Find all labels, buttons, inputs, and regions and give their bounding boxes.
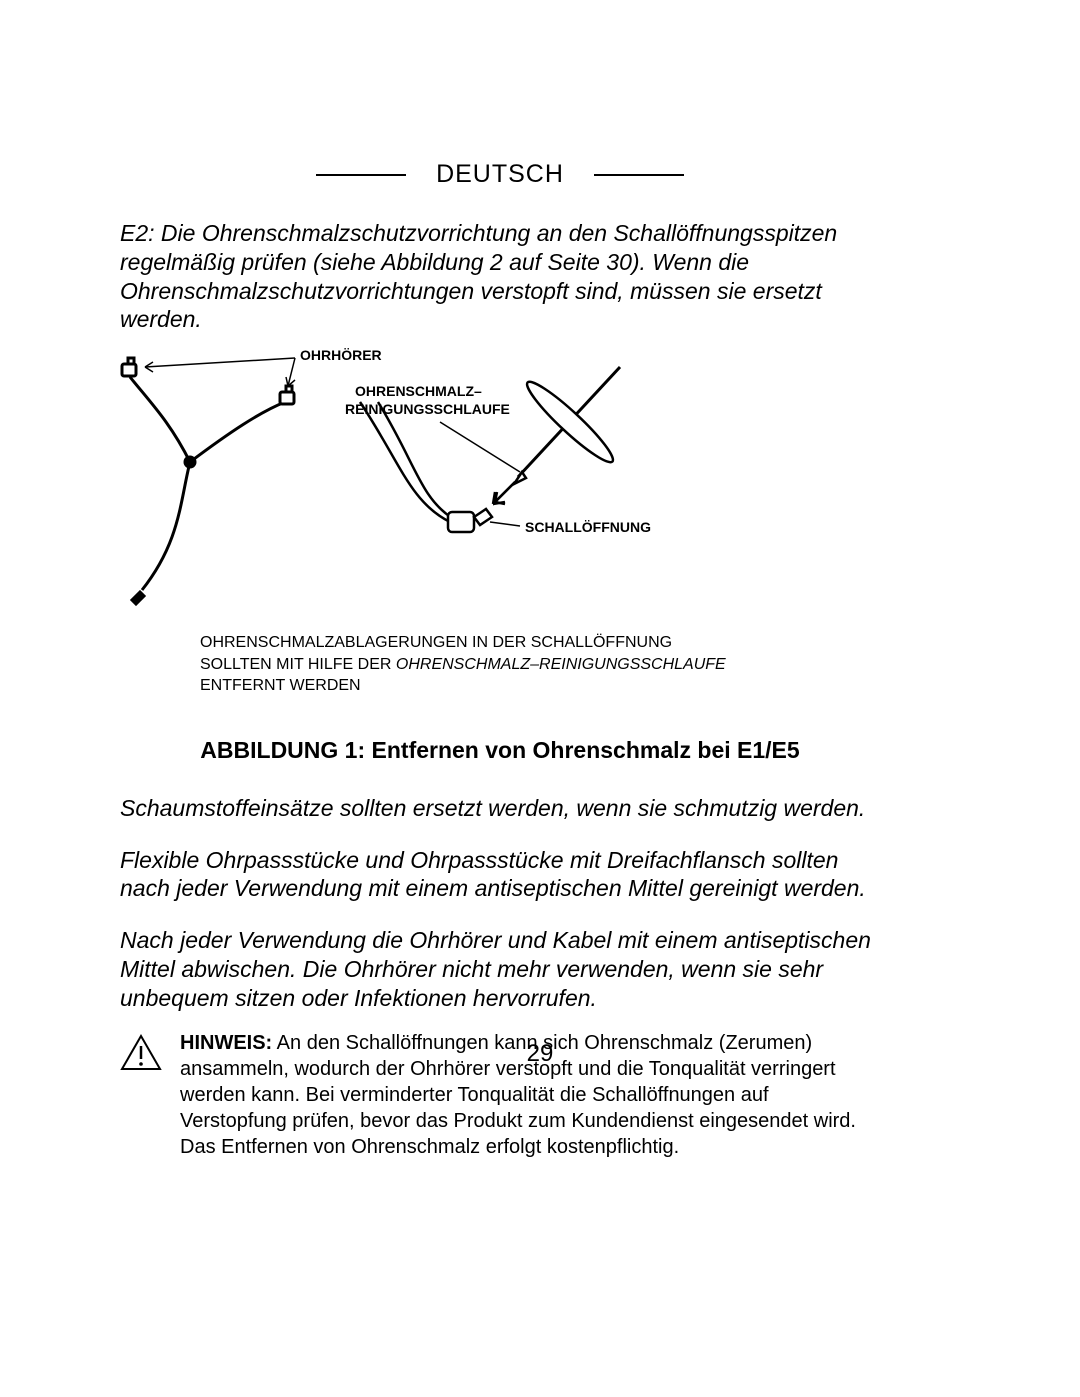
intro-paragraph: E2: Die Ohrenschmalzschutzvorrichtung an… xyxy=(120,219,880,334)
caption-line-2: SOLLTEN MIT HILFE DER OHRENSCHMALZ–REINI… xyxy=(200,654,880,676)
caption-l2-em: OHRENSCHMALZ–REINIGUNGSSCHLAUFE xyxy=(396,656,726,673)
caption-line-3: ENTFERNT WERDEN xyxy=(200,675,880,697)
figure-title: ABBILDUNG 1: Entfernen von Ohrenschmalz … xyxy=(120,737,880,764)
paragraph-1: Schaumstoffeinsätze sollten ersetzt werd… xyxy=(120,794,880,823)
header-rule-left xyxy=(316,174,406,176)
label-schalloeffnung: SCHALLÖFFNUNG xyxy=(525,518,651,536)
figure-caption: OHRENSCHMALZABLAGERUNGEN IN DER SCHALLÖF… xyxy=(200,632,880,697)
label-schlaufe-2: REINIGUNGSSCHLAUFE xyxy=(345,400,510,418)
label-ohrhoerer: OHRHÖRER xyxy=(300,346,382,364)
paragraph-3: Nach jeder Verwendung die Ohrhörer und K… xyxy=(120,926,880,1012)
earphone-diagram-svg xyxy=(120,342,880,622)
section-header: DEUTSCH xyxy=(120,160,880,189)
paragraph-2: Flexible Ohrpassstücke und Ohrpassstücke… xyxy=(120,846,880,904)
figure-1-diagram: OHRHÖRER OHRENSCHMALZ– REINIGUNGSSCHLAUF… xyxy=(120,342,880,622)
caption-line-1: OHRENSCHMALZABLAGERUNGEN IN DER SCHALLÖF… xyxy=(200,632,880,654)
caption-l2-pre: SOLLTEN MIT HILFE DER xyxy=(200,656,396,673)
page-number: 29 xyxy=(0,1040,1080,1068)
label-schlaufe-1: OHRENSCHMALZ– xyxy=(355,382,482,400)
manual-page: DEUTSCH E2: Die Ohrenschmalzschutzvorric… xyxy=(120,160,880,1160)
header-title: DEUTSCH xyxy=(406,160,594,189)
header-rule-right xyxy=(594,174,684,176)
